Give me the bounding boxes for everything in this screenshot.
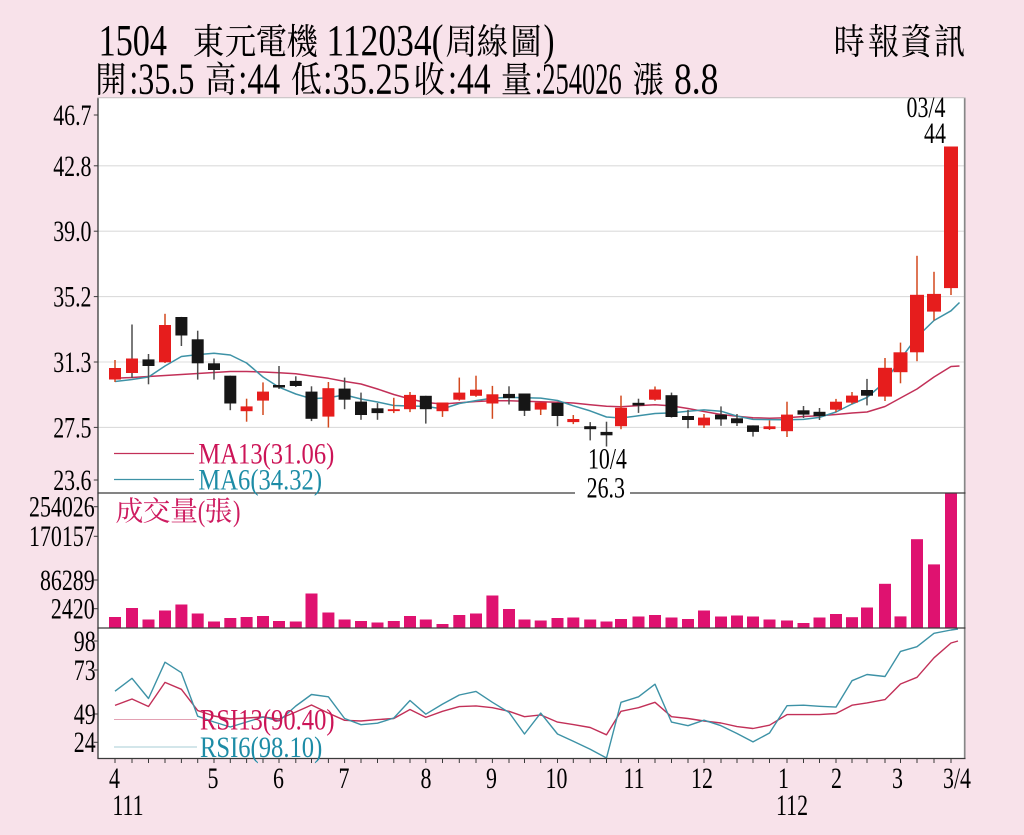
svg-text:1504: 1504	[99, 16, 167, 65]
svg-text:170157: 170157	[29, 520, 95, 553]
svg-text:12: 12	[691, 762, 713, 795]
svg-text:26.3: 26.3	[587, 471, 625, 504]
svg-text:7: 7	[339, 762, 350, 795]
svg-text:39.0: 39.0	[53, 215, 91, 248]
svg-text:10/4: 10/4	[588, 442, 627, 475]
svg-text:35.2: 35.2	[53, 280, 91, 313]
svg-text:111: 111	[112, 789, 143, 822]
svg-text:RSI6(98.10): RSI6(98.10)	[200, 731, 322, 764]
svg-text::44: :44	[238, 55, 280, 104]
svg-text:44: 44	[924, 117, 946, 150]
svg-text::254026: :254026	[535, 55, 622, 104]
svg-text:11: 11	[623, 762, 644, 795]
svg-text:1: 1	[778, 762, 789, 795]
svg-text:27.5: 27.5	[53, 411, 91, 444]
svg-text:): )	[233, 494, 240, 528]
svg-text:98: 98	[74, 625, 96, 658]
svg-text:RSI13(90.40): RSI13(90.40)	[200, 703, 335, 736]
svg-text:42.8: 42.8	[53, 150, 91, 183]
svg-text:03/4: 03/4	[907, 91, 946, 124]
svg-text:10: 10	[546, 762, 568, 795]
svg-text:24: 24	[74, 726, 96, 759]
svg-text:5: 5	[208, 762, 219, 795]
svg-text:46.7: 46.7	[53, 99, 91, 132]
svg-text:9: 9	[486, 762, 497, 795]
svg-text::35.5: :35.5	[129, 55, 194, 104]
svg-text:31.3: 31.3	[53, 346, 91, 379]
svg-text:4: 4	[109, 762, 120, 795]
svg-text:MA13(31.06): MA13(31.06)	[198, 437, 334, 470]
svg-text:(: (	[198, 494, 205, 528]
svg-text::35.25: :35.25	[323, 55, 410, 104]
svg-text:8.8: 8.8	[674, 55, 718, 104]
svg-text:2420: 2420	[51, 592, 95, 625]
svg-text:6: 6	[273, 762, 284, 795]
svg-text:254026: 254026	[29, 490, 95, 523]
svg-text:112: 112	[776, 789, 808, 822]
svg-text:23.6: 23.6	[53, 464, 91, 497]
svg-text:86289: 86289	[40, 564, 95, 597]
svg-text::44: :44	[448, 55, 491, 104]
svg-text:MA6(34.32): MA6(34.32)	[198, 463, 322, 496]
svg-text:3: 3	[892, 762, 903, 795]
svg-text:112034(: 112034(	[327, 16, 444, 65]
svg-text:49: 49	[74, 698, 96, 731]
svg-text:3/4: 3/4	[943, 762, 971, 795]
svg-text:73: 73	[74, 654, 96, 687]
svg-text:8: 8	[421, 762, 432, 795]
svg-text:): )	[544, 16, 555, 65]
svg-text:2: 2	[831, 762, 842, 795]
